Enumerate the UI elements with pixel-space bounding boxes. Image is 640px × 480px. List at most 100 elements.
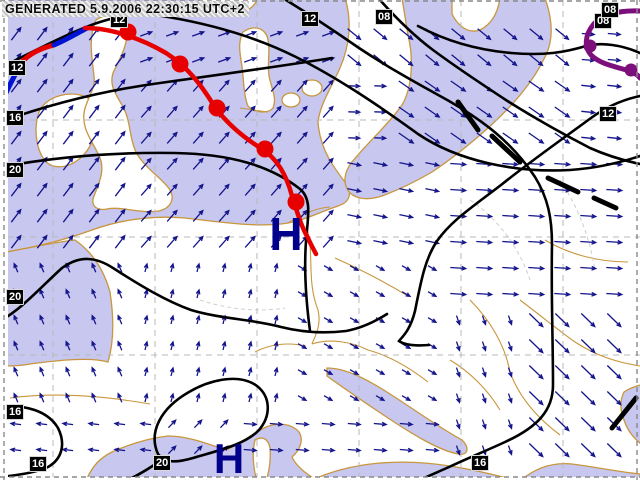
wind-arrow bbox=[88, 234, 100, 249]
wind-arrow bbox=[425, 54, 440, 67]
wind-arrow bbox=[91, 288, 97, 299]
wind-arrow bbox=[62, 78, 74, 93]
wind-arrow bbox=[140, 209, 152, 222]
wind-arrow bbox=[296, 105, 308, 118]
wind-arrow bbox=[195, 288, 201, 299]
wind-arrow bbox=[65, 314, 71, 325]
wind-arrow bbox=[554, 417, 570, 432]
wind-arrow bbox=[347, 213, 363, 219]
wind-arrow bbox=[13, 366, 19, 377]
wind-arrow bbox=[528, 265, 546, 271]
wind-arrow bbox=[507, 393, 513, 404]
wind-arrow bbox=[39, 314, 45, 325]
wind-arrow bbox=[580, 291, 598, 297]
wind-arrow bbox=[606, 291, 624, 297]
wind-arrow bbox=[322, 157, 334, 170]
wind-arrow bbox=[117, 288, 123, 299]
wind-arrow bbox=[554, 291, 572, 297]
isoline-label: 16 bbox=[471, 455, 490, 471]
wind-arrow bbox=[195, 314, 201, 325]
wind-arrow bbox=[62, 104, 74, 119]
corsica bbox=[252, 437, 271, 480]
wind-arrow bbox=[348, 135, 362, 141]
wind-arrow bbox=[218, 79, 230, 92]
wind-arrow bbox=[218, 131, 230, 144]
wind-arrow bbox=[167, 419, 177, 429]
wind-arrow bbox=[273, 366, 279, 377]
wind-arrow bbox=[270, 105, 282, 118]
wind-arrow bbox=[347, 421, 362, 427]
wind-arrow bbox=[36, 208, 48, 223]
wind-arrow bbox=[450, 265, 468, 271]
wind-arrow bbox=[195, 392, 201, 403]
high-pressure-symbol: H bbox=[269, 207, 303, 260]
wind-arrow bbox=[36, 130, 48, 145]
wind-arrow bbox=[169, 340, 175, 351]
wind-arrow bbox=[61, 447, 74, 453]
wind-arrow bbox=[606, 365, 622, 380]
wind-arrow bbox=[297, 395, 308, 402]
wind-arrow bbox=[243, 421, 258, 427]
wind-arrow bbox=[193, 445, 203, 455]
isoline-label: 12 bbox=[8, 60, 27, 76]
wind-arrow bbox=[36, 78, 48, 93]
wind-arrow bbox=[166, 183, 178, 196]
wind-arrow bbox=[139, 56, 154, 63]
wind-arrow bbox=[113, 421, 126, 427]
wind-arrow bbox=[88, 182, 100, 197]
wind-arrow bbox=[347, 28, 362, 41]
wind-arrow bbox=[217, 56, 232, 63]
wind-arrow bbox=[273, 314, 279, 325]
wind-arrow bbox=[606, 339, 622, 354]
isoline-label: 08 bbox=[375, 9, 394, 25]
wind-arrow bbox=[39, 366, 45, 377]
wind-arrow bbox=[450, 161, 468, 167]
wind-arrow bbox=[192, 209, 204, 222]
wind-arrow bbox=[117, 262, 123, 273]
wind-arrow bbox=[39, 340, 45, 351]
wind-arrow bbox=[114, 208, 126, 223]
wind-arrow bbox=[114, 104, 126, 119]
wind-arrow bbox=[322, 105, 334, 118]
wind-arrow bbox=[450, 187, 468, 193]
wind-arrow bbox=[424, 106, 441, 118]
wind-arrow bbox=[373, 187, 389, 193]
wind-arrow bbox=[451, 54, 466, 67]
wind-arrow bbox=[166, 235, 178, 248]
wind-arrow bbox=[502, 132, 519, 144]
isoline-12-east-long bbox=[284, 0, 555, 480]
wind-arrow bbox=[114, 234, 126, 249]
wind-arrow bbox=[554, 313, 570, 328]
wind-arrow bbox=[581, 83, 597, 89]
wind-arrow bbox=[476, 132, 493, 144]
wind-arrow bbox=[297, 291, 308, 298]
wind-arrow bbox=[91, 340, 97, 351]
wind-arrow bbox=[349, 369, 360, 376]
wind-arrow bbox=[374, 135, 388, 141]
wind-arrow bbox=[323, 291, 334, 298]
wind-arrow bbox=[477, 54, 492, 67]
wind-arrow bbox=[580, 161, 598, 167]
wind-arrow bbox=[399, 213, 415, 219]
wind-arrow bbox=[554, 339, 570, 354]
wind-arrow bbox=[143, 314, 149, 325]
wind-arrow bbox=[192, 235, 204, 248]
wind-arrow bbox=[114, 130, 126, 145]
isoline-12-north bbox=[0, 13, 640, 172]
wind-arrow bbox=[373, 447, 388, 453]
wind-arrow bbox=[450, 106, 467, 118]
wind-arrow bbox=[270, 235, 282, 248]
wind-arrow bbox=[65, 340, 71, 351]
wind-arrow bbox=[398, 80, 415, 92]
wind-arrow bbox=[247, 392, 253, 403]
isoline-label: 20 bbox=[6, 162, 25, 178]
wind-arrow bbox=[139, 447, 152, 453]
wind-arrow bbox=[425, 213, 441, 219]
fronts-layer bbox=[0, 8, 640, 257]
wind-arrow bbox=[297, 317, 308, 324]
wind-arrow bbox=[221, 288, 227, 299]
wind-arrow bbox=[580, 213, 598, 219]
wind-arrow bbox=[61, 421, 74, 427]
wind-arrow bbox=[39, 392, 45, 403]
isoline-label: 12 bbox=[599, 106, 618, 122]
